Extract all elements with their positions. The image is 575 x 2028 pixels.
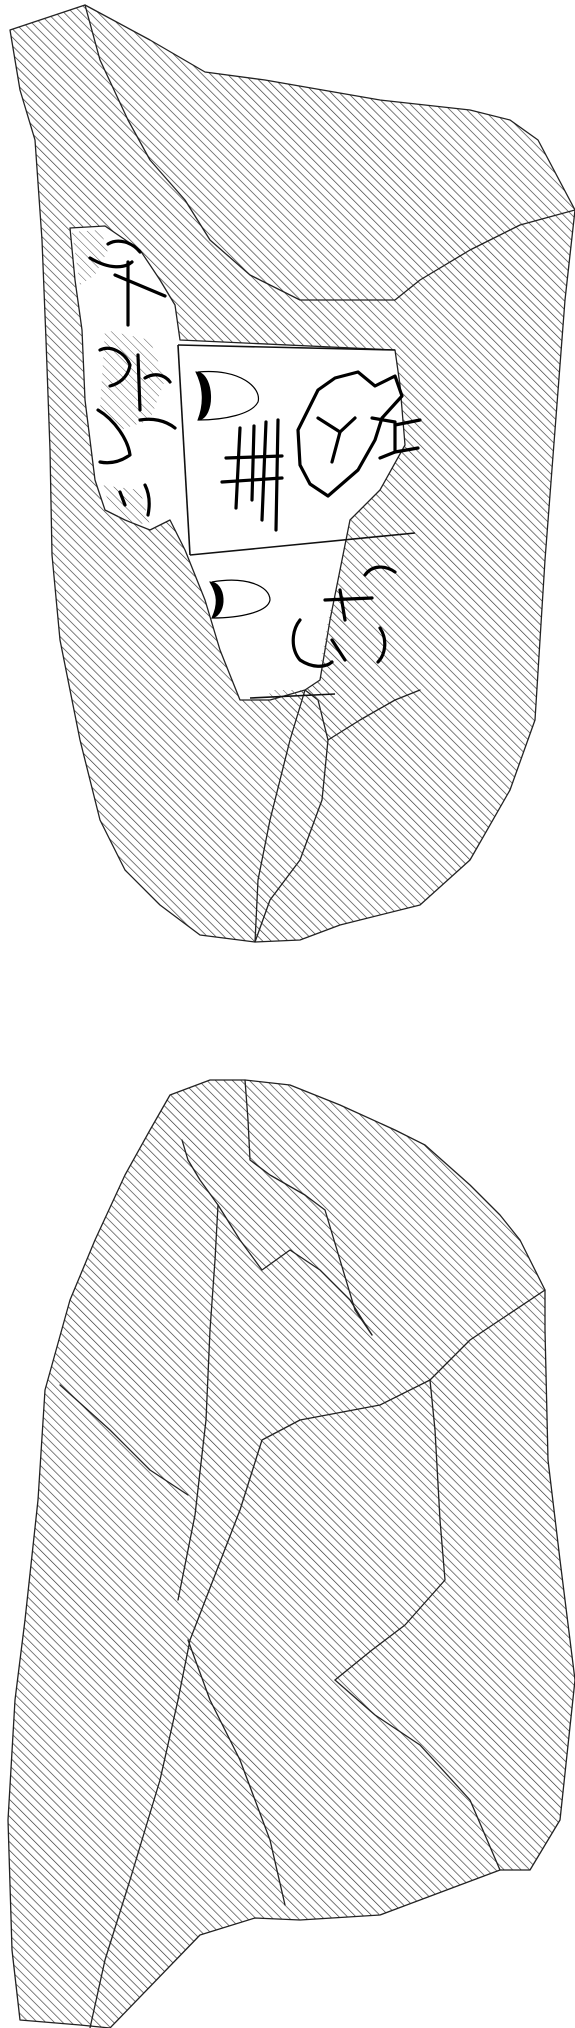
reverse-crack-5 bbox=[177, 1289, 546, 1701]
reverse-crack-9 bbox=[187, 1639, 286, 1906]
ruling-middle bbox=[189, 532, 416, 556]
ruling-bottom bbox=[249, 693, 336, 699]
reverse-crack-3 bbox=[177, 1204, 219, 1601]
obverse-view bbox=[9, 4, 575, 943]
ruling-vertical bbox=[177, 344, 191, 556]
reverse-crack-8 bbox=[89, 1699, 179, 2028]
reverse-view bbox=[7, 1079, 575, 2028]
damaged-patch-4 bbox=[268, 690, 330, 720]
ruling-top bbox=[177, 344, 396, 351]
reverse-outline bbox=[7, 1079, 575, 2028]
reverse-crack-6 bbox=[334, 1379, 446, 1681]
reverse-crack-4 bbox=[59, 1384, 189, 1496]
inscription-signs bbox=[88, 239, 422, 668]
obverse-crack-right bbox=[327, 689, 421, 741]
reverse-crack-7 bbox=[334, 1679, 501, 1871]
reverse-crack-2 bbox=[181, 1139, 373, 1336]
damaged-patch-2 bbox=[100, 330, 165, 430]
obverse-crack-upper bbox=[84, 4, 575, 301]
reverse-crack-1 bbox=[244, 1079, 373, 1336]
